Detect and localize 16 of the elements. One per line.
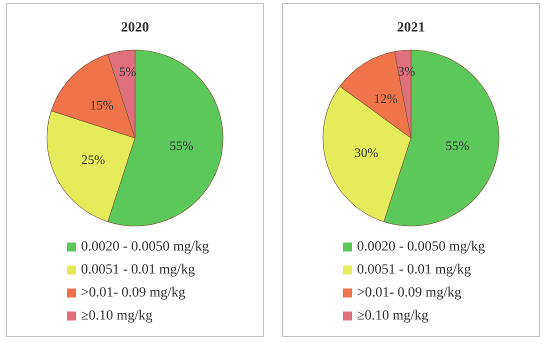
data-label: 30%	[354, 145, 378, 160]
chart-title: 2021	[397, 20, 425, 36]
legend-label: ≥0.10 mg/kg	[81, 308, 152, 324]
data-label: 25%	[81, 152, 106, 167]
data-label: 55%	[170, 138, 194, 153]
legend-label: 0.0020 - 0.0050 mg/kg	[81, 240, 209, 254]
legend-label: >0.01- 0.09 mg/kg	[357, 286, 462, 300]
chart-title: 2020	[121, 20, 149, 36]
legend-label: 0.0051 - 0.01 mg/kg	[357, 262, 471, 278]
legend-label: 0.0020 - 0.0050 mg/kg	[357, 240, 485, 254]
data-label: 55%	[446, 138, 470, 153]
legend-label: >0.01- 0.09 mg/kg	[81, 286, 186, 300]
legend-label: 0.0051 - 0.01 mg/kg	[81, 262, 195, 278]
data-label: 15%	[90, 97, 114, 112]
data-label: 12%	[374, 90, 398, 106]
legend-label: ≥0.10 mg/kg	[357, 308, 428, 324]
